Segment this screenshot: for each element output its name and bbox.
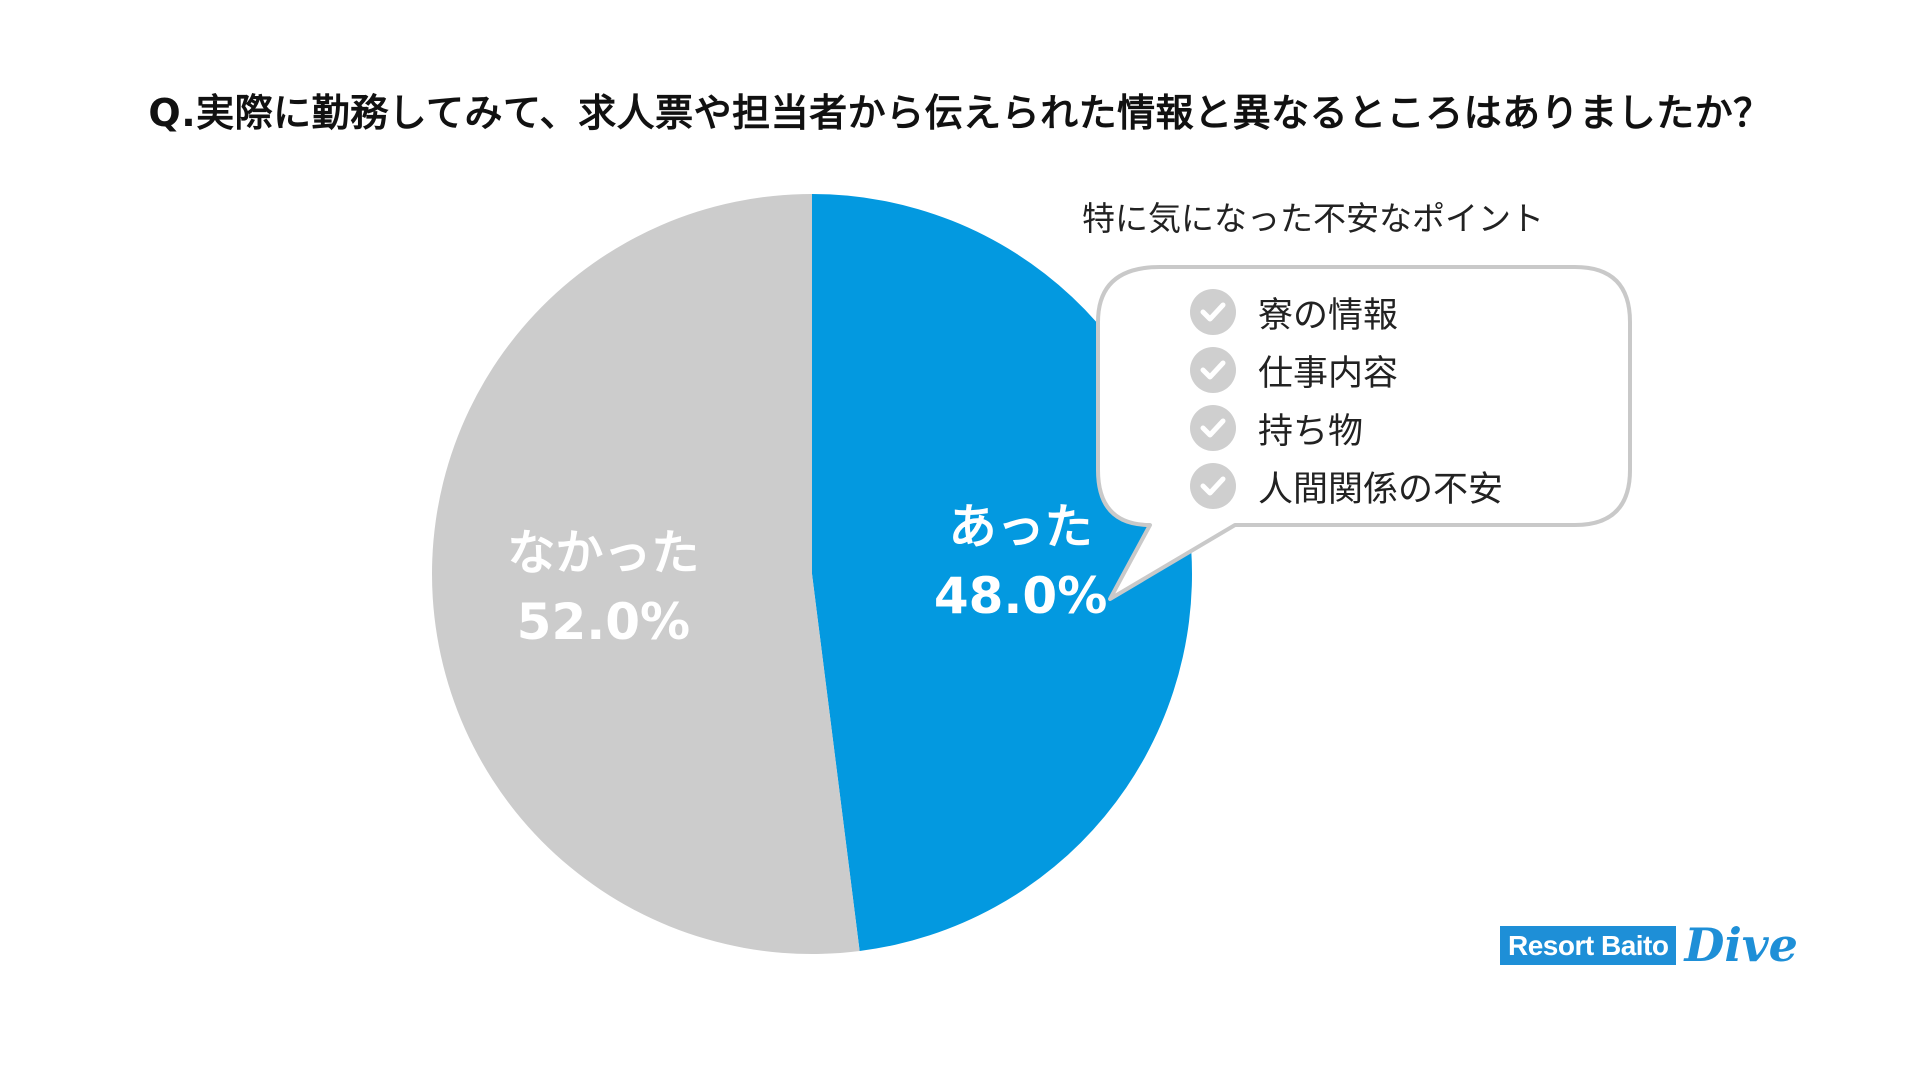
callout-item: 人間関係の不安 [1190, 457, 1503, 515]
pie-labels: あった 48.0% なかった 52.0% [507, 499, 1107, 651]
callout-item: 仕事内容 [1190, 341, 1503, 399]
slice-value-label: 48.0% [934, 567, 1107, 625]
slice-value-label: 52.0% [517, 593, 690, 651]
logo-script: Dive [1684, 918, 1798, 972]
slice-label: あった [949, 499, 1093, 555]
callout-item: 持ち物 [1190, 399, 1503, 457]
check-circle-icon [1190, 289, 1236, 335]
callout-item: 寮の情報 [1190, 283, 1503, 341]
chart-title: Q.実際に勤務してみて、求人票や担当者から伝えられた情報と異なるところはありまし… [148, 91, 1772, 135]
callout-title: 特に気になった不安なポイント [1082, 199, 1544, 238]
callout-item-label: 寮の情報 [1258, 295, 1399, 336]
callout-list: 寮の情報 仕事内容 持ち物 人間関係の不安 [1190, 283, 1503, 515]
slice-label: なかった [507, 525, 699, 581]
pie-slice [432, 194, 860, 954]
callout-item-label: 仕事内容 [1258, 353, 1399, 394]
check-circle-icon [1190, 463, 1236, 509]
check-circle-icon [1190, 347, 1236, 393]
callout-bubble [1096, 265, 1632, 601]
brand-logo: Resort Baito Dive [1500, 922, 1798, 968]
logo-wordmark: Resort Baito [1500, 925, 1677, 965]
check-circle-icon [1190, 405, 1236, 451]
callout-item-label: 持ち物 [1258, 411, 1364, 452]
callout-item-label: 人間関係の不安 [1258, 469, 1504, 510]
